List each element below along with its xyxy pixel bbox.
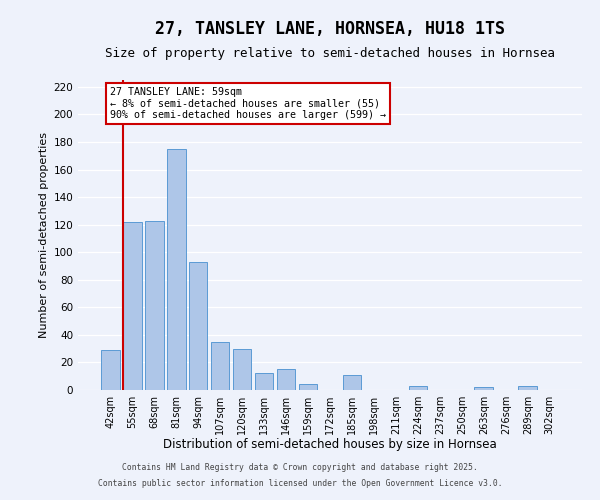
Bar — [145, 220, 164, 390]
Text: 27 TANSLEY LANE: 59sqm
← 8% of semi-detached houses are smaller (55)
90% of semi: 27 TANSLEY LANE: 59sqm ← 8% of semi-deta… — [110, 87, 386, 120]
Text: Contains HM Land Registry data © Crown copyright and database right 2025.: Contains HM Land Registry data © Crown c… — [122, 464, 478, 472]
Bar — [277, 370, 295, 390]
Bar — [409, 386, 427, 390]
Bar — [123, 222, 142, 390]
Bar — [255, 374, 274, 390]
Y-axis label: Number of semi-detached properties: Number of semi-detached properties — [39, 132, 49, 338]
Bar — [475, 387, 493, 390]
Bar — [518, 386, 537, 390]
Bar — [167, 149, 185, 390]
X-axis label: Distribution of semi-detached houses by size in Hornsea: Distribution of semi-detached houses by … — [163, 438, 497, 452]
Bar — [189, 262, 208, 390]
Bar — [211, 342, 229, 390]
Text: 27, TANSLEY LANE, HORNSEA, HU18 1TS: 27, TANSLEY LANE, HORNSEA, HU18 1TS — [155, 20, 505, 38]
Bar — [343, 375, 361, 390]
Bar — [233, 348, 251, 390]
Bar — [299, 384, 317, 390]
Text: Size of property relative to semi-detached houses in Hornsea: Size of property relative to semi-detach… — [105, 48, 555, 60]
Text: Contains public sector information licensed under the Open Government Licence v3: Contains public sector information licen… — [98, 478, 502, 488]
Bar — [101, 350, 119, 390]
